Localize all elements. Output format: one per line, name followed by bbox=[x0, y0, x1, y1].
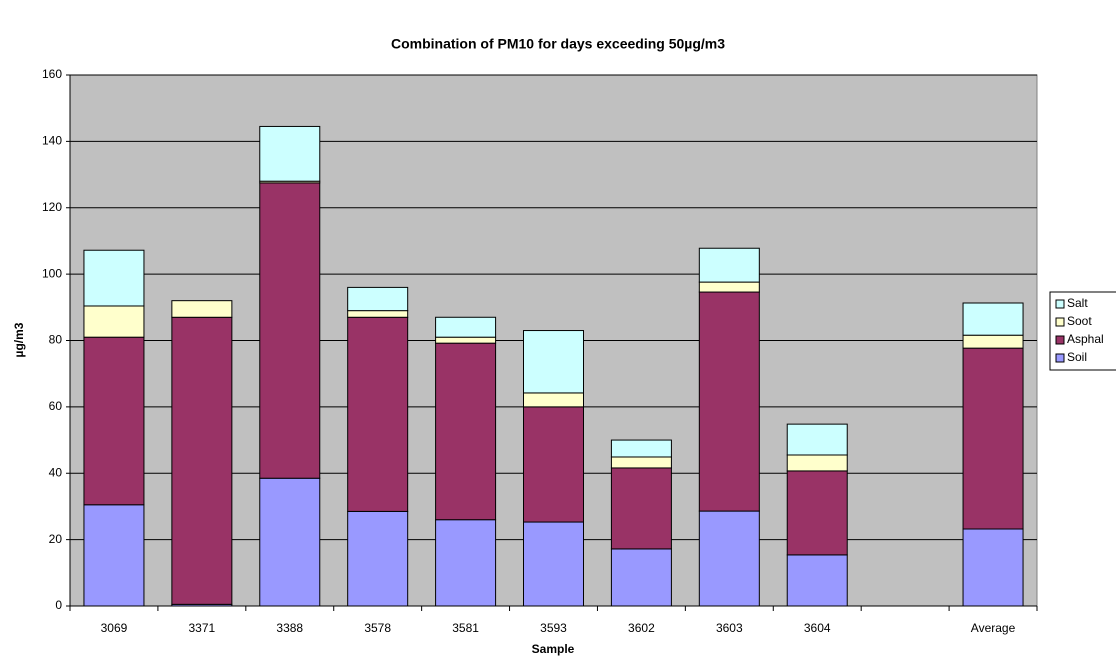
x-tick-label: 3069 bbox=[101, 621, 128, 635]
bar-segment bbox=[83, 305, 145, 338]
x-tick-label: 3604 bbox=[804, 621, 831, 635]
legend-swatch bbox=[1055, 299, 1065, 309]
legend-swatch bbox=[1055, 335, 1065, 345]
bar-segment bbox=[962, 347, 1024, 530]
x-tick-label: 3371 bbox=[189, 621, 216, 635]
x-tick-label: 3578 bbox=[364, 621, 391, 635]
legend-label: Soil bbox=[1067, 350, 1087, 364]
bar-segment bbox=[347, 510, 409, 607]
bar-segment bbox=[610, 467, 672, 550]
bar-segment bbox=[259, 125, 321, 182]
bar-segment bbox=[786, 423, 848, 456]
x-tick-label: 3388 bbox=[276, 621, 303, 635]
x-tick-label: 3581 bbox=[452, 621, 479, 635]
y-tick-label: 120 bbox=[42, 200, 62, 214]
x-axis-title: Sample bbox=[532, 642, 575, 656]
bar-segment bbox=[435, 342, 497, 521]
bar-segment bbox=[435, 519, 497, 607]
bar-segment bbox=[610, 456, 672, 469]
bar-segment bbox=[610, 548, 672, 607]
bar-segment bbox=[347, 286, 409, 312]
y-tick-label: 80 bbox=[49, 333, 63, 347]
bar-segment bbox=[435, 336, 497, 344]
bar-segment bbox=[83, 249, 145, 307]
bar-segment bbox=[83, 504, 145, 607]
bar-segment bbox=[259, 182, 321, 479]
bar-segment bbox=[786, 470, 848, 556]
bar-segment bbox=[83, 336, 145, 506]
legend-swatch bbox=[1055, 353, 1065, 363]
bar-segment bbox=[347, 310, 409, 318]
bar-segment bbox=[962, 334, 1024, 349]
y-axis-title: µg/m3 bbox=[12, 322, 26, 357]
y-tick-label: 60 bbox=[49, 399, 63, 413]
x-tick-label: 3593 bbox=[540, 621, 567, 635]
y-tick-label: 160 bbox=[42, 67, 62, 81]
bar-segment bbox=[347, 316, 409, 512]
bar-segment bbox=[435, 316, 497, 338]
x-tick-label: Average bbox=[971, 621, 1016, 635]
y-tick-label: 20 bbox=[49, 532, 63, 546]
legend-label: Asphal bbox=[1067, 332, 1104, 346]
legend-label: Soot bbox=[1067, 314, 1092, 328]
bar-segment bbox=[523, 521, 584, 607]
bar-segment bbox=[698, 247, 760, 283]
bar-segment bbox=[610, 439, 672, 458]
bar-segment bbox=[171, 300, 233, 318]
y-tick-label: 0 bbox=[55, 598, 62, 612]
y-tick-label: 100 bbox=[42, 266, 62, 280]
bar-segment bbox=[962, 528, 1024, 607]
bar-segment bbox=[698, 291, 760, 512]
y-tick-label: 40 bbox=[49, 465, 63, 479]
legend-label: Salt bbox=[1067, 296, 1088, 310]
bar-segment bbox=[523, 330, 584, 394]
bar-segment bbox=[523, 406, 584, 523]
bar-segment bbox=[962, 302, 1024, 336]
bar-segment bbox=[698, 281, 760, 293]
x-tick-label: 3602 bbox=[628, 621, 655, 635]
bar-segment bbox=[171, 316, 233, 605]
bar-segment bbox=[786, 454, 848, 472]
chart-title: Combination of PM10 for days exceeding 5… bbox=[391, 36, 725, 52]
legend-swatch bbox=[1055, 317, 1065, 327]
bar-segment bbox=[786, 554, 848, 607]
bar-segment bbox=[523, 392, 584, 408]
y-tick-label: 140 bbox=[42, 134, 62, 148]
bar-segment bbox=[259, 477, 321, 607]
bar-segment bbox=[698, 510, 760, 607]
x-tick-label: 3603 bbox=[716, 621, 743, 635]
